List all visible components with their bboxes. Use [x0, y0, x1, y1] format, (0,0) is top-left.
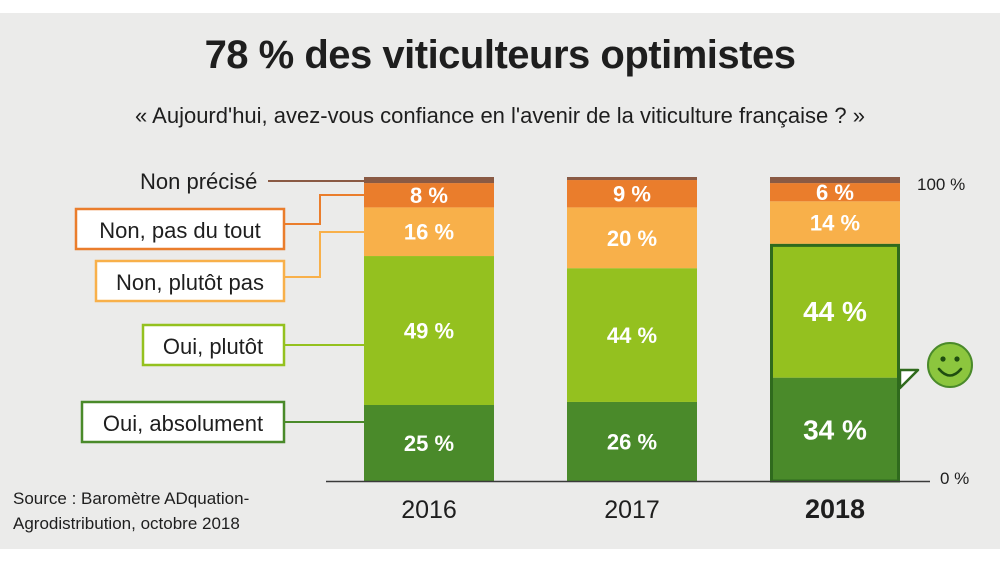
data-label-2016-3: 16 % [404, 220, 454, 245]
y-tick-100: 100 % [917, 175, 965, 194]
bar-2016-non-plut-t-pas [364, 207, 494, 257]
bar-2017-oui-plut-t [567, 268, 697, 402]
legend-label-non-pas-du-tout: Non, pas du tout [99, 218, 260, 243]
source-line-1: Source : Baromètre ADquation- [13, 489, 250, 508]
bar-2017-non-pr-cis [567, 177, 697, 181]
category-label-2018: 2018 [805, 494, 865, 524]
bar-2018-non-pr-cis [770, 177, 900, 184]
category-label-2016: 2016 [401, 496, 457, 524]
bar-2018-oui-absolument [770, 377, 900, 481]
data-label-2017-4: 9 % [613, 182, 651, 207]
bar-2016-non-pas-du-tout [364, 183, 494, 208]
bar-2018-non-pas-du-tout [770, 183, 900, 202]
bar-2016-non-pr-cis [364, 177, 494, 184]
data-label-2016-1: 25 % [404, 431, 454, 456]
legend-connector-non-plut-t-pas [284, 231, 364, 278]
bar-2017-non-pas-du-tout [567, 180, 697, 208]
top-band [0, 0, 1000, 13]
legend-box-oui-plut-t [141, 323, 286, 367]
category-label-2017: 2017 [604, 496, 660, 524]
legend-box-non-pas-du-tout [74, 207, 286, 251]
legend-box-non-plut-t-pas [94, 259, 286, 303]
bar-2017-oui-absolument [567, 401, 697, 481]
source-line-2: Agrodistribution, octobre 2018 [13, 514, 240, 533]
smiley-mouth [937, 367, 963, 377]
data-label-2018-2: 44 % [803, 296, 867, 327]
frame-pointer [898, 368, 920, 390]
legend-box-oui-absolument [80, 400, 286, 444]
y-tick-0: 0 % [940, 469, 969, 488]
bar-2016-oui-absolument [364, 405, 494, 481]
smiley-left-eye [940, 356, 946, 362]
legend-label-non-pr-cis: Non précisé [140, 169, 257, 194]
data-label-2016-2: 49 % [404, 319, 454, 344]
smiley-face-icon [927, 342, 973, 388]
smiley-right-eye [954, 356, 960, 362]
legend-connector-non-pas-du-tout [284, 194, 364, 225]
data-label-2018-3: 14 % [810, 211, 860, 236]
chart-title: 78 % des viticulteurs optimistes [204, 33, 796, 77]
data-label-2017-2: 44 % [607, 323, 657, 348]
bar-2018-non-plut-t-pas [770, 201, 900, 244]
legend-label-oui-absolument: Oui, absolument [103, 411, 263, 436]
bar-2016-oui-plut-t [364, 256, 494, 405]
data-label-2017-3: 20 % [607, 226, 657, 251]
legend-label-oui-plut-t: Oui, plutôt [163, 334, 263, 359]
bar-2018-oui-plut-t [770, 243, 900, 378]
chart-subtitle: « Aujourd'hui, avez-vous confiance en l'… [135, 103, 865, 128]
source-note: Source : Baromètre ADquation- Agrodistri… [13, 486, 293, 536]
data-label-2018-4: 6 % [816, 180, 854, 205]
data-label-2018-1: 34 % [803, 414, 867, 445]
legend-label-non-plut-t-pas: Non, plutôt pas [116, 270, 264, 295]
data-label-2016-4: 8 % [410, 183, 448, 208]
bottom-band [0, 549, 1000, 562]
bar-2017-non-plut-t-pas [567, 207, 697, 269]
data-label-2017-1: 26 % [607, 429, 657, 454]
